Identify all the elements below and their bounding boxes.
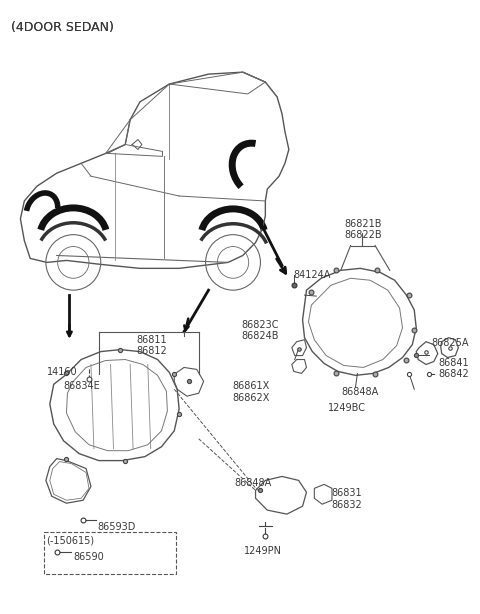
Text: 86861X
86862X: 86861X 86862X bbox=[232, 381, 269, 403]
Text: 86823C
86824B: 86823C 86824B bbox=[242, 320, 279, 341]
Text: 1249BC: 1249BC bbox=[328, 403, 366, 413]
Text: (4DOOR SEDAN): (4DOOR SEDAN) bbox=[11, 21, 113, 34]
Text: 1249PN: 1249PN bbox=[244, 546, 282, 556]
Text: (-150615): (-150615) bbox=[46, 536, 94, 546]
Text: 86825A: 86825A bbox=[431, 338, 468, 348]
Text: 86811
86812: 86811 86812 bbox=[136, 335, 167, 356]
Text: 86841
86842: 86841 86842 bbox=[439, 357, 469, 379]
Text: 86831
86832: 86831 86832 bbox=[331, 488, 362, 510]
Text: 86834E: 86834E bbox=[63, 381, 100, 391]
Text: 86848A: 86848A bbox=[234, 478, 271, 488]
Text: 86821B
86822B: 86821B 86822B bbox=[345, 219, 382, 241]
Text: 84124A: 84124A bbox=[294, 270, 331, 281]
Text: 86848A: 86848A bbox=[342, 387, 379, 397]
Text: (4DOOR SEDAN): (4DOOR SEDAN) bbox=[11, 21, 113, 34]
Text: 14160: 14160 bbox=[47, 367, 77, 378]
Text: 86590: 86590 bbox=[73, 552, 104, 562]
Text: 86593D: 86593D bbox=[98, 522, 136, 532]
